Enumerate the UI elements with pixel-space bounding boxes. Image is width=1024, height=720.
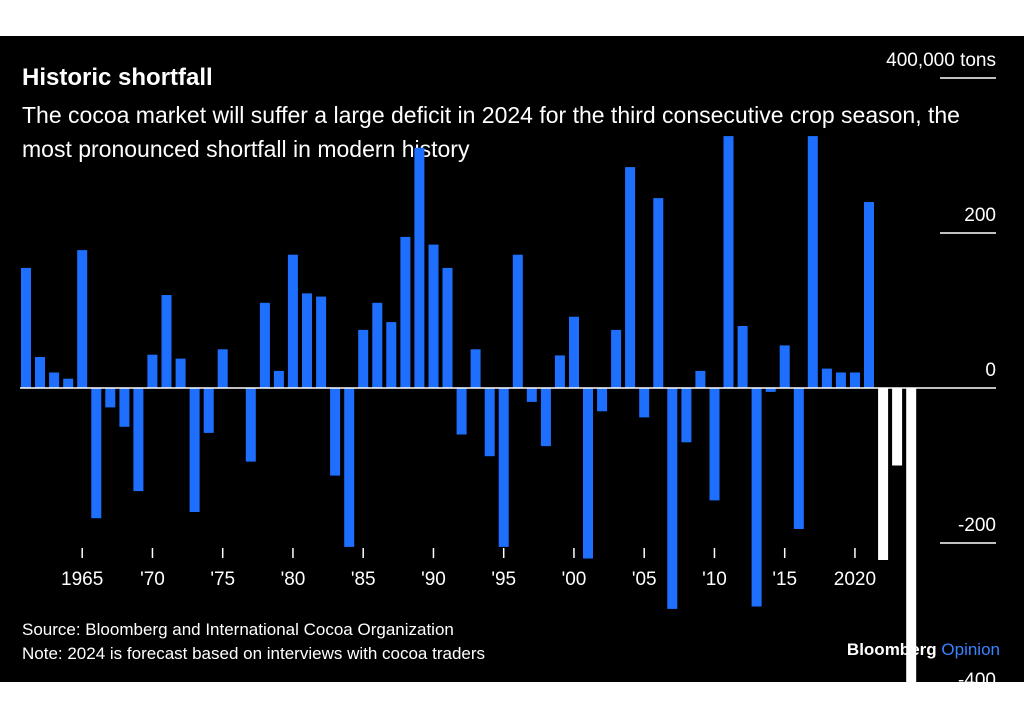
- bar-1969: [133, 388, 144, 492]
- chart-footer: Source: Bloomberg and International Coco…: [22, 618, 485, 666]
- bar-1983: [330, 388, 341, 476]
- y-tick-label: 0: [985, 360, 996, 381]
- bar-2010: [709, 388, 720, 501]
- bars-group: [21, 136, 917, 682]
- source-note: Source: Bloomberg and International Coco…: [22, 620, 454, 639]
- bar-1965: [77, 250, 88, 388]
- bar-1991: [442, 267, 453, 388]
- y-tick-label: -400: [958, 670, 996, 682]
- bar-1993: [470, 349, 481, 389]
- bar-1982: [316, 296, 327, 388]
- bar-2009: [695, 370, 706, 388]
- x-tick-label: 2020: [834, 569, 876, 590]
- y-tick-label: -200: [958, 515, 996, 536]
- x-tick-label: '95: [491, 569, 516, 590]
- y-tick-label: 400,000 tons: [886, 50, 996, 71]
- bar-1988: [400, 236, 411, 388]
- bar-1995: [498, 388, 509, 547]
- bar-1986: [372, 302, 383, 389]
- bar-1961: [21, 267, 31, 388]
- bar-2004: [625, 167, 636, 388]
- x-tick-label: '90: [421, 569, 446, 590]
- bar-2006: [653, 198, 664, 388]
- x-tick-label: '10: [702, 569, 727, 590]
- x-tick-label: '85: [351, 569, 376, 590]
- chart-title: Historic shortfall: [22, 64, 213, 91]
- bar-1981: [302, 293, 312, 388]
- bar-1989: [414, 147, 425, 389]
- bar-1978: [259, 302, 270, 389]
- y-axis: 400,000 tons 200 0 -200 -400: [20, 50, 996, 682]
- bar-1985: [358, 329, 369, 388]
- bar-2020: [850, 372, 860, 388]
- bar-2022: [878, 388, 889, 560]
- bar-2005: [639, 388, 650, 418]
- bar-1975: [217, 349, 228, 389]
- forecast-note: Note: 2024 is forecast based on intervie…: [22, 644, 486, 663]
- bar-1968: [119, 388, 130, 427]
- brand-logo: Bloomberg Opinion: [847, 640, 1000, 660]
- x-tick-label: '75: [210, 569, 235, 590]
- bar-chart: 400,000 tons 200 0 -200 -400 1965 '70 '75 '80 '8…: [20, 50, 996, 682]
- bar-1997: [526, 388, 537, 402]
- chart-panel: Historic shortfall The cocoa market will…: [0, 36, 1024, 682]
- bar-1971: [161, 295, 172, 388]
- bar-1966: [91, 388, 102, 519]
- x-tick-label: 1965: [61, 569, 103, 590]
- bar-1984: [344, 388, 355, 547]
- bar-1979: [273, 370, 284, 388]
- bar-1962: [35, 357, 45, 388]
- bar-1998: [540, 388, 551, 447]
- bar-2024: [906, 388, 917, 682]
- bar-2014: [765, 388, 776, 392]
- bar-1963: [49, 372, 60, 388]
- bar-1992: [456, 388, 467, 435]
- bar-2021: [864, 202, 874, 388]
- bar-2007: [667, 388, 678, 609]
- bar-2012: [737, 326, 748, 388]
- x-tick-label: '05: [632, 569, 657, 590]
- bar-2003: [611, 329, 622, 388]
- bar-1987: [386, 322, 397, 388]
- x-axis: 1965 '70 '75 '80 '85 '90 '95 '00 '05 '10 '15 2020: [61, 548, 876, 590]
- bar-2002: [597, 388, 608, 412]
- bar-2016: [793, 388, 804, 529]
- x-tick-label: '80: [281, 569, 306, 590]
- bar-1990: [428, 244, 439, 388]
- bar-2015: [779, 345, 790, 388]
- chart-subtitle: The cocoa market will suffer a large def…: [22, 102, 960, 162]
- bar-1970: [147, 354, 158, 388]
- x-tick-label: '00: [562, 569, 587, 590]
- bar-2001: [583, 388, 593, 559]
- x-tick-label: '15: [772, 569, 797, 590]
- bar-1973: [189, 388, 200, 512]
- bar-1972: [175, 358, 186, 388]
- x-tick-label: '70: [140, 569, 165, 590]
- bar-1967: [105, 388, 116, 408]
- y-tick-label: 200: [964, 205, 996, 226]
- brand-suffix: Opinion: [941, 640, 1000, 659]
- bar-2017: [807, 136, 818, 388]
- bar-2018: [821, 368, 832, 388]
- bar-2011: [723, 136, 734, 388]
- bar-1974: [203, 388, 214, 433]
- bar-1999: [554, 355, 565, 388]
- bar-1996: [512, 254, 523, 388]
- bar-2019: [835, 372, 846, 388]
- bar-2000: [569, 316, 579, 388]
- bar-1980: [287, 254, 298, 388]
- bar-2013: [751, 388, 762, 607]
- bar-2023: [892, 388, 903, 466]
- bar-1964: [63, 378, 74, 388]
- bar-1977: [245, 388, 256, 462]
- brand-name: Bloomberg: [846, 640, 937, 659]
- bar-1994: [484, 388, 495, 457]
- bar-2008: [681, 388, 692, 443]
